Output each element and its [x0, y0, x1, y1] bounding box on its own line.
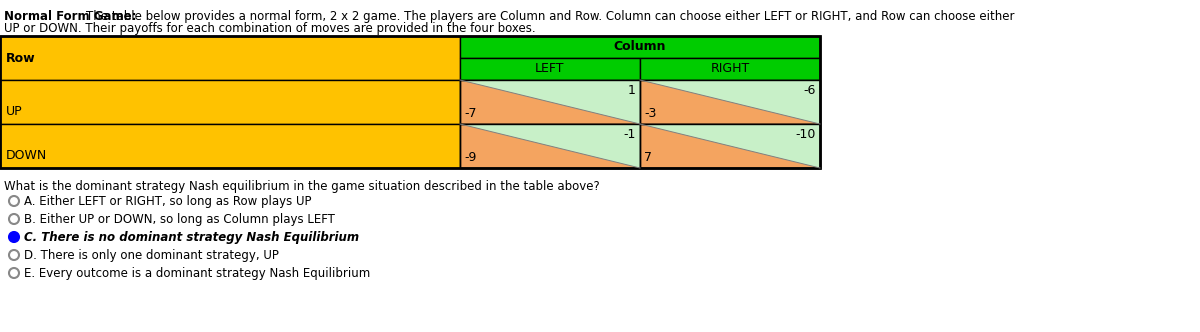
- Bar: [640, 80, 820, 124]
- Bar: [460, 124, 640, 168]
- Polygon shape: [640, 124, 820, 168]
- Text: UP or DOWN. Their payoffs for each combination of moves are provided in the four: UP or DOWN. Their payoffs for each combi…: [4, 22, 535, 35]
- Bar: [460, 124, 640, 168]
- Bar: [640, 80, 820, 124]
- Text: -9: -9: [464, 151, 476, 164]
- Polygon shape: [460, 80, 640, 124]
- Text: UP: UP: [6, 105, 23, 118]
- Bar: [460, 80, 640, 124]
- Text: -1: -1: [624, 128, 636, 141]
- Text: E. Every outcome is a dominant strategy Nash Equilibrium: E. Every outcome is a dominant strategy …: [24, 267, 371, 280]
- Bar: [640, 58, 820, 80]
- Text: -10: -10: [796, 128, 816, 141]
- Bar: [640, 124, 820, 168]
- Text: 7: 7: [644, 151, 652, 164]
- Bar: [460, 80, 640, 124]
- Text: -6: -6: [804, 84, 816, 97]
- Bar: [460, 58, 640, 80]
- Polygon shape: [460, 124, 640, 168]
- Bar: [0, 80, 460, 124]
- Text: A. Either LEFT or RIGHT, so long as Row plays UP: A. Either LEFT or RIGHT, so long as Row …: [24, 195, 312, 208]
- Circle shape: [10, 232, 19, 242]
- Text: C. There is no dominant strategy Nash Equilibrium: C. There is no dominant strategy Nash Eq…: [24, 230, 359, 243]
- Text: LEFT: LEFT: [535, 62, 565, 75]
- Polygon shape: [640, 80, 820, 124]
- Bar: [640, 124, 820, 168]
- Text: The table below provides a normal form, 2 x 2 game. The players are Column and R: The table below provides a normal form, …: [86, 10, 1014, 23]
- Bar: [0, 36, 820, 168]
- Text: Column: Column: [613, 41, 666, 53]
- Text: RIGHT: RIGHT: [710, 62, 750, 75]
- Text: DOWN: DOWN: [6, 149, 47, 162]
- Text: -7: -7: [464, 107, 476, 120]
- Text: D. There is only one dominant strategy, UP: D. There is only one dominant strategy, …: [24, 248, 278, 262]
- Text: -3: -3: [644, 107, 656, 120]
- Text: B. Either UP or DOWN, so long as Column plays LEFT: B. Either UP or DOWN, so long as Column …: [24, 212, 335, 225]
- Text: Normal Form Game:: Normal Form Game:: [4, 10, 137, 23]
- Bar: [460, 36, 820, 58]
- Text: 1: 1: [628, 84, 636, 97]
- Text: What is the dominant strategy Nash equilibrium in the game situation described i: What is the dominant strategy Nash equil…: [4, 180, 600, 193]
- Bar: [0, 124, 460, 168]
- Text: Row: Row: [6, 51, 36, 64]
- Bar: [0, 36, 460, 80]
